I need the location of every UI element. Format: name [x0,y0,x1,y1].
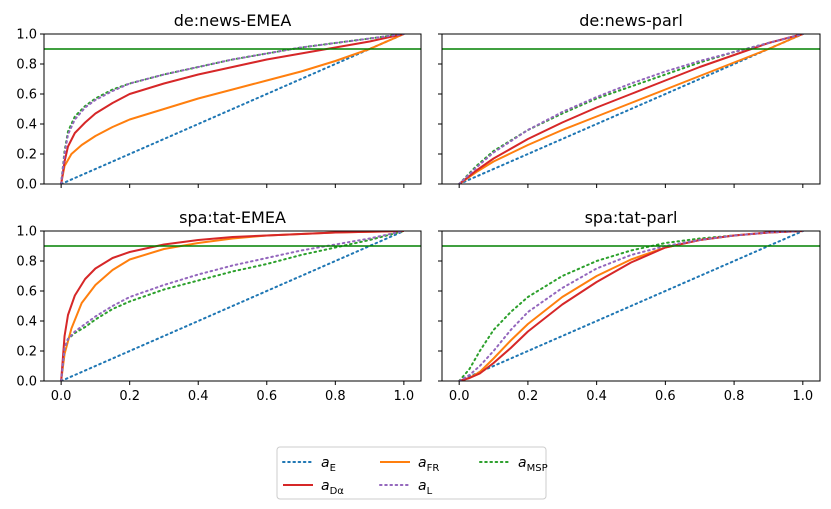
legend-entry-aE: aE [282,455,336,474]
subplot-title: de:news-EMEA [174,11,292,30]
series-line-aDa [60,34,405,184]
series-line-aL [458,34,804,184]
series-line-aDa [458,231,803,381]
x-tick-label: 1.0 [792,389,813,404]
series-line-aFR [60,34,405,184]
plot-area [44,231,421,381]
axes-frame [441,33,821,185]
plot-area [442,34,820,184]
y-tick-label: 0.6 [16,285,37,300]
legend-label: aMSP [518,455,548,474]
legend-entry-aFR: aFR [380,455,439,474]
subplot-grid: de:news-EMEA 0.0 0.2 0.4 0.6 0.8 1.0 de:news-pa… [16,11,821,404]
y-tick-label: 0.2 [16,345,37,360]
legend-box [276,446,547,500]
x-tick-label: 0.2 [518,389,539,404]
y-tick-label: 0.2 [16,148,37,163]
plot-area [44,34,421,184]
x-tick-label: 0.8 [724,389,745,404]
x-tick-label: 0.8 [325,389,346,404]
y-tick-label: 1.0 [16,225,37,240]
legend: aE aFR aMSP aDα aL [276,446,548,500]
series-line-aL [60,231,405,381]
x-tick-label: 0.4 [188,389,209,404]
x-tick-label: 0.6 [256,389,277,404]
x-tick-label: 0.6 [655,389,676,404]
series-line-aE [60,231,405,381]
subplot-3: spa:tat-EMEA 0.0 0.2 0.4 0.6 0.8 1.0 0.0 0.2 0.4 0… [16,208,422,404]
y-tick-label: 0.4 [16,315,37,330]
subplot-2: de:news-parl [438,11,821,188]
series-line-aL [60,34,405,184]
axes-frame [441,230,821,382]
y-tick-label: 0.8 [16,58,37,73]
legend-entry-aDa: aDα [283,478,344,497]
subplot-4: spa:tat-parl 0.0 0.2 0.4 0.6 0.8 1.0 [438,208,821,404]
y-tick-label: 0.4 [16,118,37,133]
series-line-aMSP [458,34,804,184]
x-tick-label: 0.4 [586,389,607,404]
y-tick-label: 0.6 [16,88,37,103]
legend-label: aFR [418,455,439,474]
y-tick-label: 0.8 [16,255,37,270]
subplot-title: de:news-parl [579,11,683,30]
legend-label: aL [418,478,433,497]
x-tick-label: 1.0 [394,389,415,404]
y-tick-label: 0.0 [16,178,37,193]
axes-frame [43,33,422,185]
legend-label: aDα [321,478,344,497]
x-tick-label: 0.2 [119,389,140,404]
series-line-aFR [458,34,804,184]
series-line-aE [60,34,405,184]
legend-entry-aL: aL [379,478,433,497]
series-line-aDa [458,34,804,184]
legend-entry-aMSP: aMSP [479,455,548,474]
subplot-1: de:news-EMEA 0.0 0.2 0.4 0.6 0.8 1.0 [16,11,422,193]
y-tick-label: 1.0 [16,28,37,43]
x-tick-label: 0.0 [449,389,470,404]
plot-area [442,231,820,381]
y-tick-label: 0.0 [16,375,37,390]
axes-frame [43,230,422,382]
subplot-title: spa:tat-EMEA [179,208,286,227]
subplot-title: spa:tat-parl [585,208,678,227]
x-tick-label: 0.0 [51,389,72,404]
legend-label: aE [321,455,336,474]
series-line-aDa [60,231,404,381]
series-line-aE [458,231,804,381]
